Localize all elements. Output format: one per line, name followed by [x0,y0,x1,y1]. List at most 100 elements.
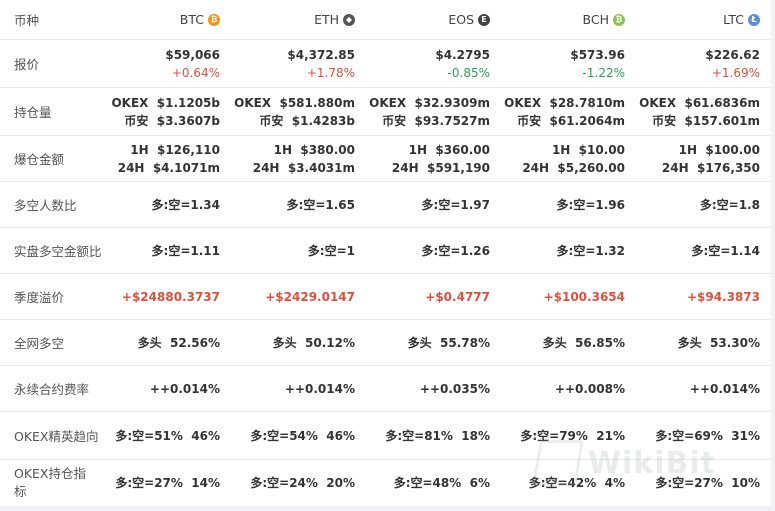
price-change: -1.22% [582,65,625,80]
ratio-cell-ltc: 多:空=1.8 [699,197,760,212]
bottom-divider [0,506,775,511]
liquidation-1h: 1H $10.00 [551,142,625,157]
network-row: 全网多空 多头 52.56% 多头 50.12% 多头 55.78% 多头 56… [0,320,775,366]
price-change: +1.78% [306,65,355,80]
ratio-cell-btc: 多:空=1.34 [151,197,220,212]
liquidation-24h: 24H $3.4031m [252,160,355,175]
bitcoin-icon: ₿ [208,13,220,26]
row-label-positions: 持仓量 [14,105,52,120]
litecoin-icon: Ł [748,13,760,26]
price-cell-eth: $4,372.85 +1.78% [287,40,355,87]
positions-row: 持仓量 OKEX $1.1205b 币安 $3.3607b OKEX $581.… [0,88,775,136]
holding-row: OKEX持仓指标 多:空=27% 14% 多:空=24% 20% 多:空=48%… [0,460,775,506]
price-value: $4,372.85 [287,47,355,62]
liquidation-1h: 1H $126,110 [130,142,220,157]
coin-header-eos[interactable]: EOS E [448,0,490,39]
liquidations-row: 爆仓金额 1H $126,110 24H $4.1071m 1H $380.00… [0,136,775,182]
premium-cell-bch: +$100.3654 [543,289,625,304]
position-okex: OKEX $32.9309m [369,95,490,110]
network-cell-eth: 多头 50.12% [272,335,355,350]
liquidation-1h: 1H $100.00 [678,142,760,157]
coin-column-label: 币种 [14,13,40,28]
network-cell-eos: 多头 55.78% [407,335,490,350]
elite-cell-btc: 多:空=51% 46% [115,428,220,443]
positions-cell-bch: OKEX $28.7810m 币安 $61.2064m [504,88,625,135]
funding-cell-eos: ++0.035% [419,381,490,396]
amount-ratio-cell-eos: 多:空=1.26 [421,243,490,258]
holding-cell-bch: 多:空=42% 4% [528,476,625,490]
row-label-liquidations: 爆仓金额 [14,152,65,167]
coin-header-bch[interactable]: BCH ₿ [583,0,625,39]
ratio-cell-eos: 多:空=1.97 [421,197,490,212]
row-label-price: 报价 [14,57,40,72]
funding-cell-ltc: ++0.014% [689,381,760,396]
price-value: $4.2795 [435,47,490,62]
price-value: $573.96 [570,47,625,62]
liquidation-24h: 24H $4.1071m [117,160,220,175]
positions-cell-btc: OKEX $1.1205b 币安 $3.3607b [111,88,220,135]
premium-cell-eth: +$2429.0147 [265,289,355,304]
position-binance: 币安 $1.4283b [259,113,355,128]
elite-row: OKEX精英趋向 多:空=51% 46% 多:空=54% 46% 多:空=81%… [0,412,775,460]
premium-cell-ltc: +$94.3873 [686,289,760,304]
holding-cell-btc: 多:空=27% 14% [115,476,220,490]
premium-cell-eos: +$0.4777 [425,289,490,304]
row-label-funding: 永续合约费率 [14,382,90,397]
price-cell-ltc: $226.62 +1.69% [705,40,760,87]
price-change: -0.85% [447,65,490,80]
price-cell-bch: $573.96 -1.22% [570,40,625,87]
coin-header-eth[interactable]: ETH ◆ [314,0,355,39]
price-change: +1.69% [711,65,760,80]
amount-ratio-cell-bch: 多:空=1.32 [556,243,625,258]
funding-cell-bch: ++0.008% [554,381,625,396]
holding-cell-eth: 多:空=24% 20% [250,476,355,490]
coin-name: BCH [582,11,609,27]
amount-ratio-cell-eth: 多:空=1 [307,243,355,258]
row-label-network: 全网多空 [14,336,65,351]
liquidation-24h: 24H $176,350 [661,160,760,175]
network-cell-bch: 多头 56.85% [542,335,625,350]
ethereum-icon: ◆ [343,13,355,26]
ratio-cell-bch: 多:空=1.96 [556,197,625,212]
network-cell-ltc: 多头 53.30% [677,335,760,350]
funding-row: 永续合约费率 ++0.014% ++0.014% ++0.035% ++0.00… [0,366,775,412]
elite-cell-bch: 多:空=79% 21% [520,428,625,443]
longshort-count-row: 多空人数比 多:空=1.34 多:空=1.65 多:空=1.97 多:空=1.9… [0,182,775,228]
position-binance: 币安 $157.601m [652,113,760,128]
row-label-longshort-count: 多空人数比 [14,198,77,213]
row-label-longshort-amount: 实盘多空金额比 [14,244,102,259]
position-okex: OKEX $28.7810m [504,95,625,110]
liquidation-cell-eth: 1H $380.00 24H $3.4031m [253,136,355,181]
row-label-elite: OKEX精英趋向 [14,429,99,444]
scrollbar-track[interactable] [771,0,775,511]
premium-cell-btc: +$24880.3737 [121,289,220,304]
liquidation-1h: 1H $380.00 [273,142,355,157]
price-value: $226.62 [705,47,760,62]
position-binance: 币安 $61.2064m [517,113,625,128]
liquidation-24h: 24H $591,190 [391,160,490,175]
elite-cell-eos: 多:空=81% 18% [385,428,490,443]
table-header: 币种 BTC ₿ ETH ◆ EOS E BCH ₿ LTC Ł [0,0,775,40]
position-okex: OKEX $1.1205b [111,95,220,110]
coin-header-btc[interactable]: BTC ₿ [180,0,220,39]
liquidation-1h: 1H $360.00 [408,142,490,157]
position-okex: OKEX $581.880m [234,95,355,110]
network-cell-btc: 多头 52.56% [137,335,220,350]
positions-cell-eth: OKEX $581.880m 币安 $1.4283b [234,88,355,135]
coin-header-ltc[interactable]: LTC Ł [723,0,760,39]
elite-cell-ltc: 多:空=69% 31% [655,428,760,443]
amount-ratio-cell-ltc: 多:空=1.14 [691,243,760,258]
coin-name: ETH [314,11,339,27]
eos-icon: E [478,13,490,26]
price-row: 报价 $59,066 +0.64% $4,372.85 +1.78% $4.27… [0,40,775,88]
liquidation-24h: 24H $5,260.00 [522,160,625,175]
liquidation-cell-ltc: 1H $100.00 24H $176,350 [662,136,760,181]
row-label-holding: OKEX持仓指标 [14,466,86,499]
ratio-cell-eth: 多:空=1.65 [286,197,355,212]
position-binance: 币安 $3.3607b [124,113,220,128]
funding-cell-eth: ++0.014% [284,381,355,396]
price-change: +0.64% [171,65,220,80]
liquidation-cell-bch: 1H $10.00 24H $5,260.00 [522,136,625,181]
positions-cell-eos: OKEX $32.9309m 币安 $93.7527m [369,88,490,135]
position-binance: 币安 $93.7527m [382,113,490,128]
